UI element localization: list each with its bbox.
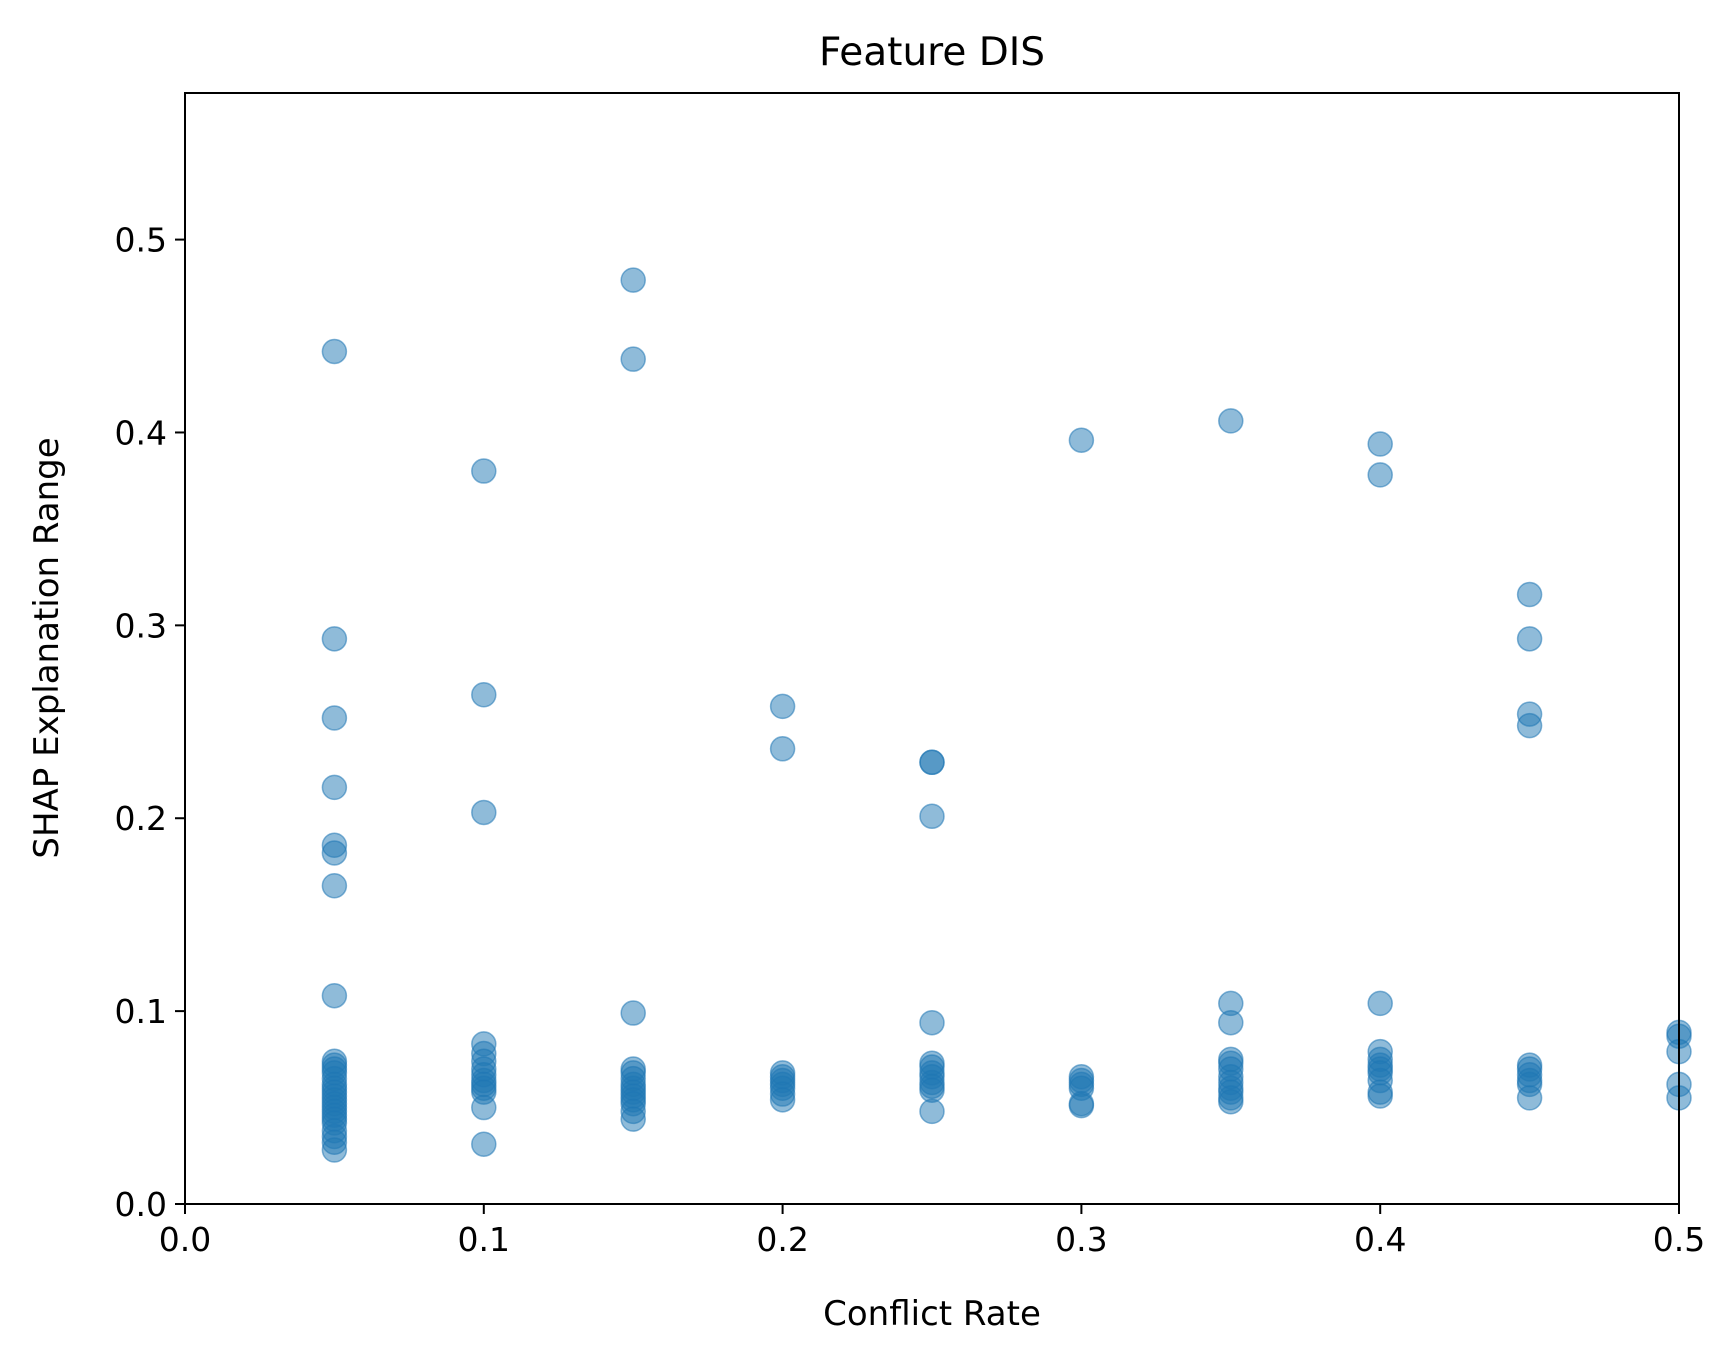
data-point <box>1516 1085 1543 1111</box>
data-point <box>321 872 348 899</box>
y-axis-ticks: 0.0 0.1 0.2 0.3 0.4 0.5 <box>115 221 185 1224</box>
data-point <box>1367 990 1393 1017</box>
data-point <box>1516 581 1543 608</box>
y-tick-label: 0.1 <box>115 992 167 1031</box>
data-point <box>769 693 796 720</box>
data-point <box>1367 1083 1393 1109</box>
data-point <box>620 1106 646 1132</box>
data-point <box>919 1077 945 1103</box>
data-point <box>919 1098 945 1125</box>
data-point <box>620 346 646 372</box>
x-axis-label: Conflict Rate <box>823 1294 1041 1334</box>
x-tick-label: 0.3 <box>1055 1220 1107 1259</box>
data-point <box>1516 626 1543 652</box>
data-point <box>919 749 945 776</box>
data-point <box>919 1009 945 1036</box>
x-axis-ticks: 0.0 0.1 0.2 0.3 0.4 0.5 <box>159 1204 1705 1259</box>
data-point <box>471 682 497 708</box>
y-tick-label: 0.4 <box>115 413 167 452</box>
x-tick-label: 0.1 <box>458 1220 510 1259</box>
x-tick-label: 0.0 <box>159 1220 211 1259</box>
chart-title: Feature DIS <box>819 30 1045 75</box>
x-tick-label: 0.2 <box>756 1220 808 1259</box>
data-point <box>1367 431 1393 457</box>
data-point <box>1218 1089 1244 1115</box>
data-point <box>1516 712 1543 739</box>
data-point <box>919 803 945 830</box>
data-point <box>1218 408 1244 434</box>
data-point <box>1068 427 1095 453</box>
data-point <box>471 458 497 484</box>
data-point <box>1367 462 1393 488</box>
data-point <box>471 799 497 826</box>
x-tick-label: 0.4 <box>1354 1220 1406 1259</box>
data-point <box>321 705 348 731</box>
data-point <box>321 840 348 866</box>
data-point <box>321 774 348 801</box>
data-point <box>620 1000 646 1026</box>
data-point <box>321 338 348 365</box>
data-point <box>321 982 348 1009</box>
data-point <box>1218 1009 1244 1036</box>
y-tick-label: 0.2 <box>115 799 167 838</box>
data-point <box>1068 1092 1095 1119</box>
data-point <box>471 1094 497 1121</box>
data-point <box>321 626 348 652</box>
data-point <box>769 1087 796 1113</box>
data-point <box>620 267 646 293</box>
y-tick-label: 0.3 <box>115 606 167 645</box>
data-points <box>321 267 1692 1163</box>
data-point <box>321 1137 348 1163</box>
y-axis-label: SHAP Explanation Range <box>27 437 67 858</box>
y-tick-label: 0.0 <box>115 1185 167 1224</box>
y-tick-label: 0.5 <box>115 221 167 260</box>
plot-frame <box>184 92 1680 1205</box>
x-tick-label: 0.5 <box>1653 1220 1705 1259</box>
data-point <box>471 1131 497 1157</box>
data-point <box>769 736 796 762</box>
